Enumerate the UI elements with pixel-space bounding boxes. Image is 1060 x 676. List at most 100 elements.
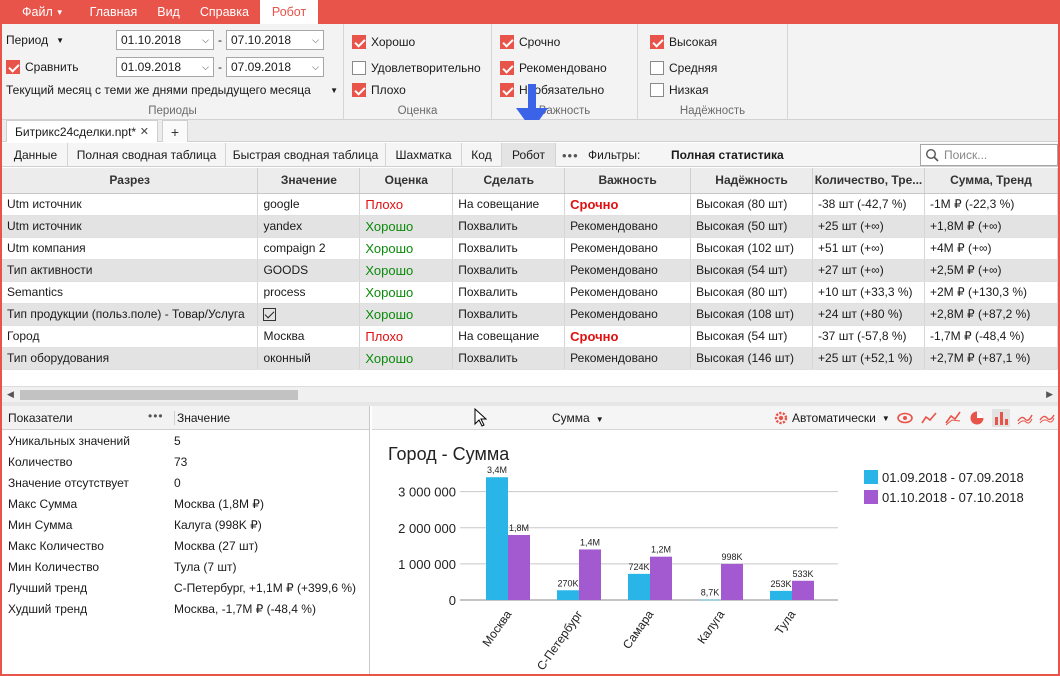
cell-action[interactable]: Похвалить	[452, 303, 566, 326]
period-to-date[interactable]: 07.10.2018 ⌵	[226, 30, 324, 50]
stats-row[interactable]: Мин Сумма Калуга (998K ₽)	[2, 514, 369, 535]
col-header-rating[interactable]: Оценка	[359, 168, 454, 194]
tab-data[interactable]: Данные	[4, 143, 68, 167]
eye-icon[interactable]	[896, 409, 914, 427]
filters-value[interactable]: Полная статистика	[671, 148, 784, 162]
cell-reliability[interactable]: Высокая (80 шт)	[690, 193, 814, 216]
cell-sum-trend[interactable]: +4M ₽ (+∞)	[924, 237, 1058, 260]
cell-value[interactable]: process	[257, 281, 361, 304]
cell-count-trend[interactable]: +27 шт (+∞)	[812, 259, 925, 282]
cell-reliability[interactable]: Высокая (80 шт)	[690, 281, 814, 304]
cell-sum-trend[interactable]: +2M ₽ (+130,3 %)	[924, 281, 1058, 304]
tab-robot[interactable]: Робот	[502, 143, 556, 167]
panel-splitter[interactable]	[2, 402, 1058, 406]
bar-chart-icon[interactable]	[992, 409, 1010, 427]
horizontal-scrollbar[interactable]: ◀ ▶	[2, 386, 1058, 402]
cell-slice[interactable]: Utm компания	[2, 237, 259, 260]
menu-view[interactable]: Вид	[157, 5, 180, 19]
cell-importance[interactable]: Рекомендовано	[564, 347, 692, 370]
stats-row[interactable]: Макс Количество Москва (27 шт)	[2, 535, 369, 556]
close-icon[interactable]: ✕	[139, 126, 149, 138]
scroll-right-icon[interactable]: ▶	[1046, 389, 1053, 399]
cell-reliability[interactable]: Высокая (54 шт)	[690, 259, 814, 282]
cell-sum-trend[interactable]: -1M ₽ (-22,3 %)	[924, 193, 1058, 216]
cell-importance[interactable]: Срочно	[564, 193, 692, 216]
cell-value[interactable]	[257, 303, 361, 326]
cell-value[interactable]: GOODS	[257, 259, 361, 282]
tab-code[interactable]: Код	[462, 143, 502, 167]
pie-chart-icon[interactable]	[968, 409, 986, 427]
cell-value[interactable]: google	[257, 193, 361, 216]
compare-checkbox[interactable]: Сравнить	[6, 60, 78, 74]
cell-importance[interactable]: Рекомендовано	[564, 259, 692, 282]
trend-chart-icon[interactable]	[1016, 409, 1034, 427]
col-header-reliability[interactable]: Надёжность	[690, 168, 814, 194]
cell-value[interactable]: compaign 2	[257, 237, 361, 260]
stats-row[interactable]: Макс Сумма Москва (1,8M ₽)	[2, 493, 369, 514]
table-row[interactable]: Utm компания compaign 2 Хорошо Похвалить Рек…	[2, 237, 1058, 260]
cell-action[interactable]: Похвалить	[452, 215, 566, 238]
cell-slice[interactable]: Utm источник	[2, 193, 259, 216]
tab-quick-pivot[interactable]: Быстрая сводная таблица	[226, 143, 386, 167]
table-row[interactable]: Semantics process Хорошо Похвалить Рекомендо…	[2, 281, 1058, 304]
cell-count-trend[interactable]: +25 шт (+52,1 %)	[812, 347, 925, 370]
tab-full-pivot[interactable]: Полная сводная таблица	[68, 143, 226, 167]
cell-count-trend[interactable]: -38 шт (-42,7 %)	[812, 193, 925, 216]
search-input[interactable]: Поиск...	[920, 144, 1058, 166]
reliability-medium-checkbox[interactable]: Средняя	[650, 61, 717, 75]
table-row[interactable]: Тип оборудования оконный Хорошо Похвалить Ре…	[2, 347, 1058, 370]
cell-slice[interactable]: Semantics	[2, 281, 259, 304]
measure-select[interactable]: Сумма ▼	[552, 411, 604, 425]
cell-rating[interactable]: Хорошо	[359, 215, 454, 238]
cell-action[interactable]: Похвалить	[452, 237, 566, 260]
cell-action[interactable]: Похвалить	[452, 347, 566, 370]
menu-home[interactable]: Главная	[89, 5, 138, 19]
col-header-value[interactable]: Значение	[257, 168, 361, 194]
table-row[interactable]: Город Москва Плохо На совещание Срочно Высока…	[2, 325, 1058, 348]
cell-count-trend[interactable]: +24 шт (+80 %)	[812, 303, 925, 326]
col-header-slice[interactable]: Разрез	[2, 168, 259, 194]
period-mode-select[interactable]: Текущий месяц с теми же днями предыдущег…	[6, 83, 338, 97]
menu-file[interactable]: Файл ▼	[22, 5, 64, 19]
compare-check-icon[interactable]	[6, 60, 20, 74]
cell-reliability[interactable]: Высокая (146 шт)	[690, 347, 814, 370]
cell-rating[interactable]: Хорошо	[359, 281, 454, 304]
col-header-action[interactable]: Сделать	[452, 168, 566, 194]
cell-count-trend[interactable]: +51 шт (+∞)	[812, 237, 925, 260]
cell-action[interactable]: На совещание	[452, 325, 566, 348]
cell-slice[interactable]: Тип оборудования	[2, 347, 259, 370]
cell-count-trend[interactable]: -37 шт (-57,8 %)	[812, 325, 925, 348]
cell-action[interactable]: Похвалить	[452, 281, 566, 304]
wave-chart-icon[interactable]	[1038, 409, 1056, 427]
cell-sum-trend[interactable]: +2,7M ₽ (+87,1 %)	[924, 347, 1058, 370]
col-header-importance[interactable]: Важность	[564, 168, 692, 194]
cell-sum-trend[interactable]: +1,8M ₽ (+∞)	[924, 215, 1058, 238]
area-chart-icon[interactable]	[944, 409, 962, 427]
scroll-thumb[interactable]	[20, 390, 298, 400]
cell-slice[interactable]: Utm источник	[2, 215, 259, 238]
cell-rating[interactable]: Хорошо	[359, 237, 454, 260]
table-row[interactable]: Utm источник yandex Хорошо Похвалить Рекомен…	[2, 215, 1058, 238]
cell-slice[interactable]: Тип продукции (польз.поле) - Товар/Услуг…	[2, 303, 259, 326]
auto-mode-select[interactable]: Автоматически ▼	[774, 411, 890, 425]
cell-reliability[interactable]: Высокая (108 шт)	[690, 303, 814, 326]
cell-importance[interactable]: Рекомендовано	[564, 303, 692, 326]
cell-rating[interactable]: Плохо	[359, 193, 454, 216]
cell-reliability[interactable]: Высокая (54 шт)	[690, 325, 814, 348]
cell-rating[interactable]: Плохо	[359, 325, 454, 348]
stats-row[interactable]: Количество 73	[2, 451, 369, 472]
line-chart-icon[interactable]	[920, 409, 938, 427]
cell-importance[interactable]: Рекомендовано	[564, 281, 692, 304]
cell-rating[interactable]: Хорошо	[359, 259, 454, 282]
cell-slice[interactable]: Тип активности	[2, 259, 259, 282]
cell-sum-trend[interactable]: +2,8M ₽ (+87,2 %)	[924, 303, 1058, 326]
rating-bad-checkbox[interactable]: Плохо	[352, 83, 406, 97]
menu-help[interactable]: Справка	[199, 5, 249, 19]
cell-reliability[interactable]: Высокая (50 шт)	[690, 215, 814, 238]
reliability-low-checkbox[interactable]: Низкая	[650, 83, 709, 97]
compare-from-date[interactable]: 01.09.2018 ⌵	[116, 57, 214, 77]
importance-urgent-checkbox[interactable]: Срочно	[500, 35, 560, 49]
period-label[interactable]: Период ▼	[6, 33, 65, 47]
cell-count-trend[interactable]: +25 шт (+∞)	[812, 215, 925, 238]
scroll-left-icon[interactable]: ◀	[7, 389, 14, 399]
